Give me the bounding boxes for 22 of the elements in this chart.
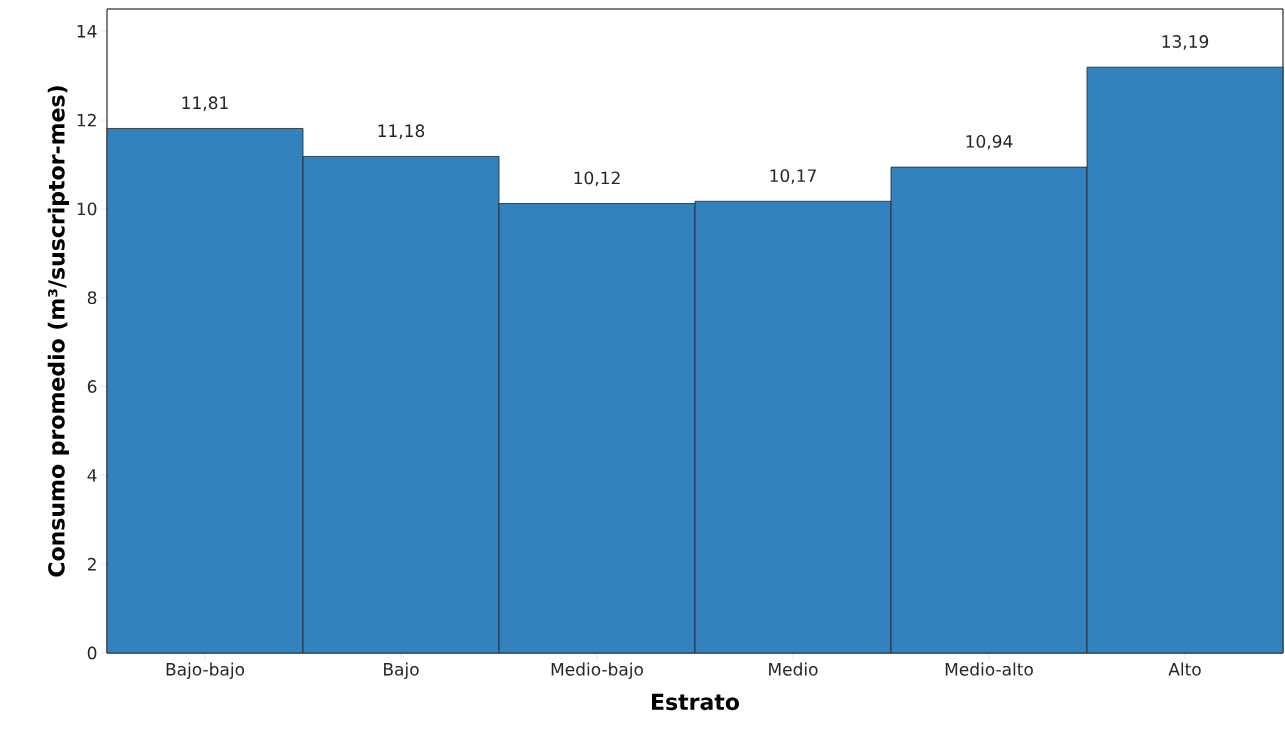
y-tick-label: 2: [87, 557, 96, 571]
y-tick-label: 14: [77, 25, 97, 38]
y-tick-label: 6: [87, 380, 97, 393]
y-axis-title: Consumo promedio (m³/suscriptor-mes): [47, 86, 70, 577]
x-tick-label: Medio-alto: [945, 662, 1033, 676]
y-tick-label: 0: [87, 646, 97, 660]
data-label: 10,94: [966, 134, 1013, 150]
y-tick-label: 12: [77, 113, 96, 127]
data-label: 11,18: [378, 124, 425, 139]
x-tick-label: Medio-bajo: [551, 662, 643, 679]
y-tick-label: 10: [77, 202, 97, 216]
data-label: 10,12: [574, 171, 620, 186]
data-label: 10,17: [770, 169, 816, 184]
x-axis-title: Estrato: [652, 693, 740, 711]
x-tick-label: Medio: [769, 662, 818, 676]
x-tick-label: Bajo: [384, 662, 419, 679]
x-tick-label: Bajo-bajo: [166, 662, 245, 679]
y-tick-label: 8: [87, 291, 97, 305]
data-label: 13,19: [1162, 35, 1209, 50]
data-label: 11,81: [182, 96, 228, 111]
x-tick-label: Alto: [1168, 662, 1201, 676]
y-tick-label: 4: [87, 469, 97, 482]
